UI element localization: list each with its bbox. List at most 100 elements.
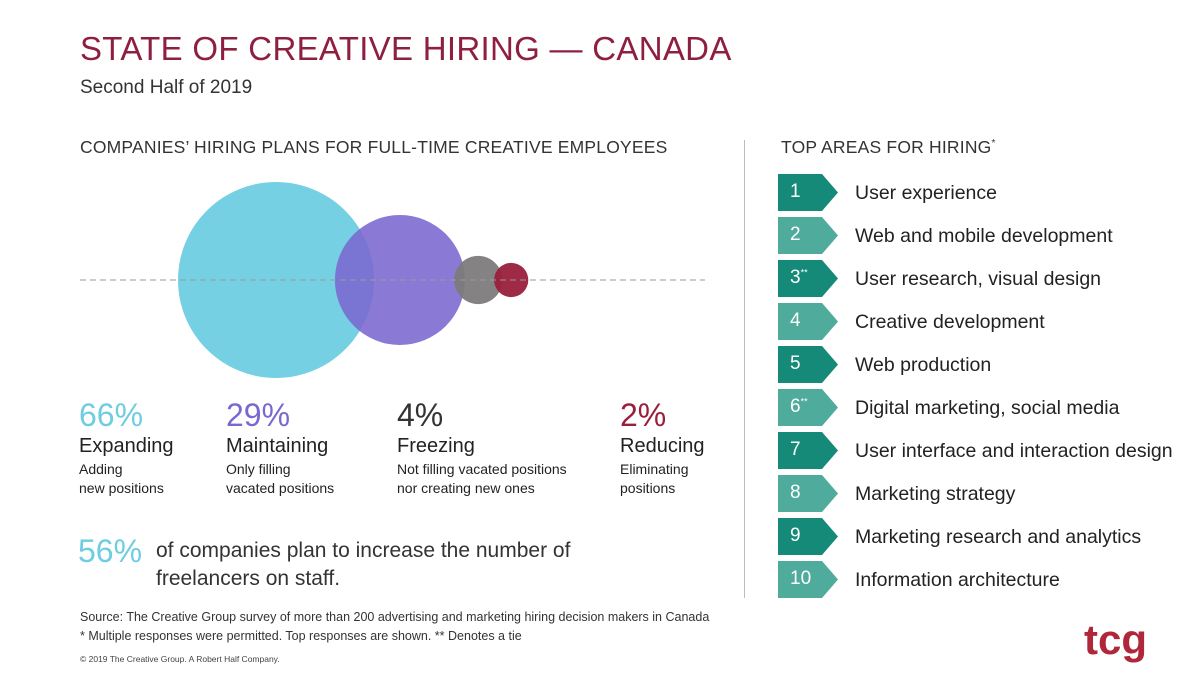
rank-tie-mark: ** (800, 396, 808, 407)
column-divider (744, 140, 745, 598)
top-area-item: 7 User interface and interaction design (778, 432, 1188, 469)
multiple-responses-note: * Multiple responses were permitted. Top… (80, 629, 522, 644)
rank-arrow-fill (778, 260, 838, 297)
rank-badge: 10 (778, 561, 838, 598)
top-area-item: 4 Creative development (778, 303, 1188, 340)
stat-description-line: vacated positions (226, 479, 335, 496)
freelancer-text: of companies plan to increase the number… (156, 539, 571, 591)
rank-badge: 8 (778, 475, 838, 512)
rank-arrow-shape (778, 217, 838, 254)
stat-maintaining-percent: 29% (226, 397, 291, 433)
rank-label: User interface and interaction design (855, 440, 1173, 462)
rank-badge: 3** (778, 260, 838, 297)
stat-freezing-percent: 4% (397, 397, 444, 433)
footnotes: Source: The Creative Group survey of mor… (80, 608, 709, 647)
rank-number: 10 (790, 568, 812, 589)
rank-arrow-shape (778, 260, 838, 297)
rank-badge: 6** (778, 389, 838, 426)
rank-number: 1 (790, 181, 801, 202)
rank-label: User research, visual design (855, 268, 1102, 290)
rank-badge: 9 (778, 518, 838, 555)
top-area-item: 5 Web production (778, 346, 1188, 383)
copyright: © 2019 The Creative Group. A Robert Half… (80, 654, 280, 664)
rank-label: Marketing strategy (855, 483, 1016, 505)
stat-reducing: 2% Reducing Eliminating positions (620, 397, 705, 498)
rank-arrow-fill (778, 518, 838, 555)
rank-tie-mark: ** (800, 267, 808, 278)
top-area-item: 9 Marketing research and analytics (778, 518, 1188, 555)
rank-number: 6** (790, 396, 808, 417)
stat-description-line: Not filling vacated positions (397, 460, 567, 477)
rank-arrow-shape (778, 475, 838, 512)
rank-arrow-fill (778, 561, 838, 598)
rank-badge: 4 (778, 303, 838, 340)
rank-arrow-shape (778, 174, 838, 211)
source-note: Source: The Creative Group survey of mor… (80, 610, 710, 624)
rank-arrow-shape (778, 518, 838, 555)
page-title: STATE OF CREATIVE HIRING — CANADA (80, 30, 732, 67)
rank-number: 4 (790, 310, 801, 331)
stat-description-line: Only filling (226, 460, 291, 477)
top-area-item: 1 User experience (778, 174, 1188, 211)
rank-badge: 7 (778, 432, 838, 469)
stat-maintaining-description: Only filling vacated positions (226, 460, 334, 498)
rank-arrow-shape (778, 346, 838, 383)
top-areas-heading: TOP AREAS FOR HIRING* (781, 137, 996, 158)
stat-description-line: nor creating new ones (397, 479, 535, 496)
top-areas-heading-text: TOP AREAS FOR HIRING (781, 137, 992, 157)
top-area-item: 8 Marketing strategy (778, 475, 1188, 512)
rank-label: Information architecture (855, 569, 1060, 591)
stat-reducing-label: Reducing (620, 434, 705, 457)
rank-arrow-shape (778, 432, 838, 469)
top-area-item: 10 Information architecture (778, 561, 1188, 598)
rank-arrow-fill (778, 174, 838, 211)
rank-arrow-shape (778, 389, 838, 426)
rank-number: 3** (790, 267, 808, 288)
rank-arrow-fill (778, 475, 838, 512)
stat-description-line: positions (620, 479, 676, 496)
rank-label: Web and mobile development (855, 225, 1113, 247)
rank-arrow-fill (778, 303, 838, 340)
top-area-item: 3** User research, visual design (778, 260, 1188, 297)
tcg-logo: tcg (1084, 618, 1147, 663)
stat-description-line: Adding (79, 460, 123, 477)
freelancer-percent: 56% (78, 533, 143, 569)
rank-number: 2 (790, 224, 801, 245)
page-subtitle: Second Half of 2019 (80, 77, 253, 98)
stat-freezing-label: Freezing (397, 434, 475, 457)
rank-label: User experience (855, 182, 997, 204)
top-area-item: 6** Digital marketing, social media (778, 389, 1188, 426)
stat-expanding-description: Adding new positions (79, 460, 174, 498)
rank-arrow-fill (778, 217, 838, 254)
rank-label: Web production (855, 354, 992, 376)
hiring-plans-bubble-chart (80, 182, 705, 378)
rank-arrow-fill (778, 389, 838, 426)
hiring-plans-heading: COMPANIES’ HIRING PLANS FOR FULL-TIME CR… (80, 137, 668, 157)
stat-expanding: 66% Expanding Adding new positions (79, 397, 174, 498)
stat-expanding-label: Expanding (79, 434, 174, 457)
rank-arrow-shape (778, 303, 838, 340)
rank-arrow-fill (778, 346, 838, 383)
rank-label: Digital marketing, social media (855, 397, 1120, 419)
rank-arrow-shape (778, 561, 838, 598)
stat-freezing: 4% Freezing Not filling vacated positions n… (397, 397, 567, 498)
rank-number: 7 (790, 439, 801, 460)
rank-badge: 5 (778, 346, 838, 383)
rank-number: 8 (790, 482, 801, 503)
stat-description-line: Eliminating (620, 460, 689, 477)
bubble-freezing (454, 255, 503, 305)
stat-reducing-description: Eliminating positions (620, 460, 705, 498)
stat-maintaining: 29% Maintaining Only filling vacated positi… (226, 397, 334, 498)
top-areas-heading-mark: * (991, 138, 996, 150)
rank-arrow-fill (778, 432, 838, 469)
tcg-logo-text: tcg (1084, 618, 1147, 663)
rank-badge: 2 (778, 217, 838, 254)
rank-number: 9 (790, 525, 801, 546)
stat-freezing-description: Not filling vacated positions nor creatin… (397, 460, 567, 498)
stat-description-line: new positions (79, 479, 164, 496)
rank-label: Marketing research and analytics (855, 526, 1142, 548)
rank-number: 5 (790, 353, 801, 374)
stat-maintaining-label: Maintaining (226, 434, 329, 457)
stat-reducing-percent: 2% (620, 397, 667, 433)
rank-label: Creative development (855, 311, 1045, 333)
